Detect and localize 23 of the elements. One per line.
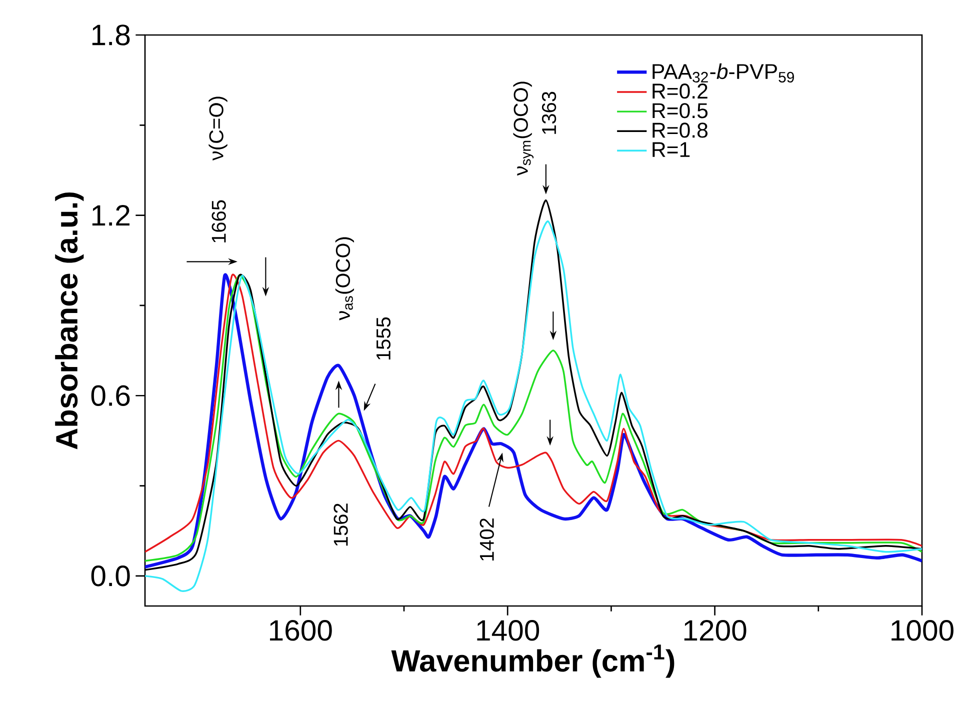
annotation: ν$_{sym}$(OCO) (513, 82, 534, 176)
x-axis-title: Wavenumber (cm$^{-1}$) (391, 644, 674, 678)
y-tick-label: 1.8 (92, 24, 130, 46)
y-axis-title: Absorbance (a.u.) (55, 192, 84, 450)
y-tick-label: 0.6 (91, 385, 130, 406)
annotation: 1363 (542, 92, 556, 134)
x-tick-label: 1600 (270, 620, 332, 641)
legend-label: R=0.8 (652, 122, 708, 138)
legend-label: R=0.2 (652, 84, 708, 99)
legend-label: R=1 (652, 142, 690, 157)
y-tick-label: 0.0 (91, 566, 130, 586)
y-tick-label: 1.2 (92, 205, 130, 226)
x-tick-label: 1200 (684, 620, 746, 641)
legend-label: PAA$_{32}$-b-PVP$_{59}$ (652, 63, 794, 82)
annotation: ν(C=O) (208, 96, 228, 161)
annotation: 1665 (212, 200, 226, 242)
x-tick-label: 1000 (892, 620, 954, 641)
legend-label: R=0.5 (652, 103, 708, 118)
annotation: 1402 (480, 518, 494, 560)
annotation: 1562 (334, 504, 348, 546)
x-tick-label: 1400 (477, 620, 540, 641)
annotation: ν$_{as}$(OCO) (335, 237, 354, 320)
annotation: 1555 (376, 317, 391, 360)
